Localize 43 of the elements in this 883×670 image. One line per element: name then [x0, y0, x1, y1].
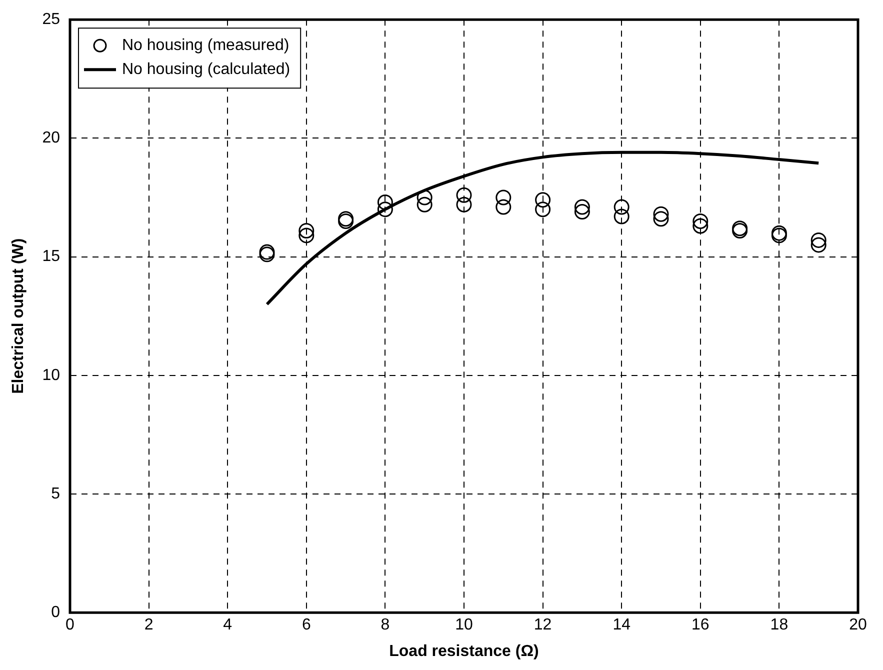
point	[535, 192, 551, 208]
point	[456, 187, 472, 203]
point	[298, 228, 314, 244]
point	[574, 199, 590, 215]
point	[535, 202, 551, 218]
x-tick-label: 8	[380, 616, 390, 634]
point	[416, 190, 432, 206]
y-axis-title: Electrical output (W)	[10, 238, 28, 394]
point	[496, 190, 512, 206]
x-tick-label: 4	[223, 616, 232, 634]
x-tick-label: 6	[302, 616, 311, 634]
point	[298, 222, 314, 238]
x-tick-label: 14	[612, 616, 631, 634]
point	[692, 213, 708, 229]
point	[653, 206, 669, 222]
point	[692, 218, 708, 234]
x-tick-label: 2	[144, 616, 154, 634]
point	[614, 199, 630, 215]
x-tick-label: 10	[455, 616, 473, 634]
point	[377, 202, 393, 218]
point	[574, 204, 590, 220]
y-tick-label: 0	[51, 604, 60, 622]
point	[456, 196, 472, 212]
y-tick-label: 15	[42, 248, 60, 266]
y-tick-label: 5	[51, 485, 60, 502]
legend-label: No housing (measured)	[122, 37, 290, 54]
x-tick-label: 16	[692, 616, 710, 634]
point	[614, 208, 630, 224]
x-tick-label: 20	[849, 616, 867, 634]
x-axis-title: Load resistance (Ω)	[389, 642, 539, 660]
y-tick-label: 25	[42, 11, 60, 28]
point	[416, 196, 432, 212]
point	[653, 211, 669, 227]
point	[496, 199, 512, 215]
x-tick-label: 12	[534, 616, 552, 634]
legend-label: No housing (calculated)	[122, 61, 290, 78]
point	[810, 237, 826, 253]
x-tick-label: 0	[66, 616, 75, 634]
point	[810, 232, 826, 248]
y-tick-label: 10	[42, 366, 60, 384]
point	[377, 194, 393, 210]
x-tick-label: 18	[770, 616, 788, 634]
y-tick-label: 20	[42, 130, 60, 147]
